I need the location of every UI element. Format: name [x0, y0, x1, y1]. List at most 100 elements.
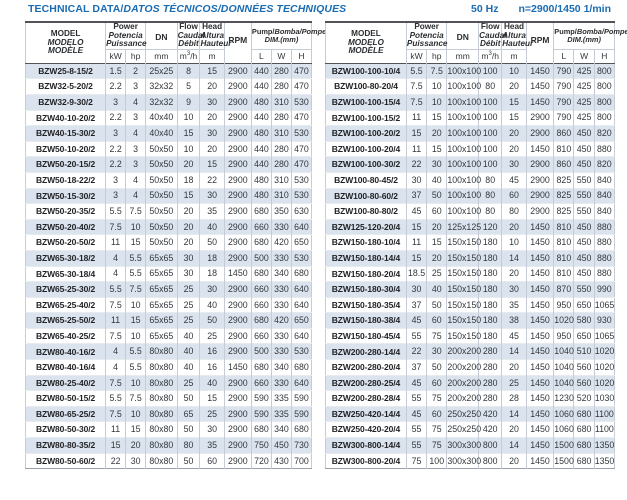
cell-kw: 5.5: [105, 203, 127, 220]
cell-flow: 25: [177, 312, 201, 329]
cell-dim-l: 825: [553, 171, 575, 189]
cell-head: 14: [501, 343, 527, 360]
cell-model: BZW100-100-20/2: [325, 125, 407, 142]
cell-head: 20: [501, 452, 527, 469]
cell-dim-l: 680: [251, 359, 272, 376]
cell-dim-w: 680: [573, 452, 595, 469]
cell-dim-l: 810: [553, 218, 575, 235]
cell-dim-w: 330: [271, 374, 292, 391]
cell-flow: 420: [478, 421, 503, 438]
cell-hp: 15: [426, 140, 448, 157]
cell-head: 15: [199, 156, 225, 173]
cell-dim-h: 530: [291, 125, 312, 142]
cell-rpm: 2900: [526, 156, 555, 173]
cell-model: BZW100-80-60/2: [325, 187, 407, 204]
cell-dim-w: 560: [573, 359, 595, 376]
cell-rpm: 2900: [224, 249, 252, 266]
cell-dim-h: 470: [291, 62, 312, 79]
cell-flow: 180: [478, 327, 503, 344]
cell-kw: 1.5: [105, 62, 127, 79]
cell-head: 30: [501, 156, 527, 173]
cell-dim-h: 880: [594, 249, 615, 266]
cell-kw: 7.5: [105, 405, 127, 422]
cell-head: 30: [199, 125, 225, 142]
cell-rpm: 2900: [224, 171, 252, 189]
cell-rpm: 2900: [526, 125, 555, 142]
cell-model: BZW80-25-40/2: [25, 374, 107, 391]
cell-hp: 40: [426, 281, 448, 298]
cell-rpm: 2900: [224, 405, 252, 422]
cell-rpm: 2900: [224, 203, 252, 220]
cell-head: 45: [501, 327, 527, 344]
table-row: BZW80-80-35/2 15 20 80x80 80 35 2900 750 450 730: [25, 437, 312, 454]
cell-dn: 150x150: [446, 265, 481, 282]
cell-dim-h: 1030: [594, 390, 615, 407]
cell-head: 25: [199, 327, 225, 344]
cell-dim-w: 650: [573, 296, 595, 313]
cell-dim-h: 820: [594, 156, 615, 173]
cell-flow: 20: [177, 203, 201, 220]
cell-flow: 30: [177, 249, 201, 266]
cell-rpm: 1450: [526, 405, 555, 422]
table-row: BZW80-50-30/2 11 15 80x80 50 30 2900 680 340 680: [25, 421, 312, 438]
cell-head: 10: [501, 62, 527, 79]
cell-hp: 30: [426, 156, 448, 173]
cell-dim-l: 500: [251, 249, 272, 266]
cell-dim-w: 280: [271, 109, 292, 126]
cell-model: BZW150-180-14/4: [325, 249, 407, 266]
cell-dn: 125x125: [446, 218, 481, 235]
cell-head: 80: [501, 203, 527, 220]
cell-rpm: 2900: [224, 374, 252, 391]
cell-head: 60: [501, 187, 527, 204]
cell-dim-w: 425: [573, 62, 595, 79]
cell-model: BZW65-40-25/2: [25, 327, 107, 344]
cell-head: 14: [501, 405, 527, 422]
cell-dn: 50x50: [145, 171, 178, 189]
table-row: BZW50-18-22/2 3 4 50x50 18 22 2900 480 310 530: [25, 171, 312, 189]
cell-dn: 100x100: [446, 62, 481, 79]
cell-rpm: 2900: [224, 437, 252, 454]
cell-rpm: 2900: [224, 343, 252, 360]
cell-dim-w: 330: [271, 327, 292, 344]
cell-model: BZW80-50-30/2: [25, 421, 107, 438]
cell-model: BZW65-30-18/2: [25, 249, 107, 266]
cell-dn: 100x100: [446, 125, 481, 142]
cell-hp: 15: [125, 234, 147, 251]
cell-dn: 65x65: [145, 265, 178, 282]
cell-kw: 3: [105, 171, 127, 189]
cell-dim-h: 470: [291, 109, 312, 126]
cell-rpm: 2900: [224, 187, 252, 204]
cell-model: BZW200-280-14/4: [325, 343, 407, 360]
cell-flow: 100: [478, 140, 503, 157]
cell-kw: 22: [105, 452, 127, 469]
cell-dim-l: 590: [251, 405, 272, 422]
cell-dim-w: 330: [271, 218, 292, 235]
cell-head: 28: [501, 390, 527, 407]
cell-dim-w: 330: [271, 281, 292, 298]
table-row: BZW50-20-50/2 11 15 50x50 20 50 2900 680 420 650: [25, 234, 312, 251]
cell-dim-w: 450: [573, 156, 595, 173]
cell-kw: 7.5: [105, 218, 127, 235]
table-row: BZW65-40-25/2 7.5 10 65x65 40 25 2900 660 330 640: [25, 327, 312, 344]
frequency-speed-line: 50 Hz n=2900/1450 1/min: [471, 3, 611, 15]
cell-dim-l: 1040: [553, 359, 575, 376]
cell-dim-l: 860: [553, 125, 575, 142]
cell-dn: 80x80: [145, 405, 178, 422]
cell-dim-h: 1100: [594, 405, 615, 422]
cell-flow: 20: [177, 234, 201, 251]
cell-model: BZW50-20-40/2: [25, 218, 107, 235]
cell-dim-w: 310: [271, 187, 292, 204]
cell-dim-l: 790: [553, 109, 575, 126]
cell-flow: 40: [177, 327, 201, 344]
cell-hp: 20: [426, 125, 448, 142]
cell-model: BZW200-280-20/4: [325, 359, 407, 376]
cell-dn: 65x65: [145, 327, 178, 344]
table-row: BZW100-80-20/4 7.5 10 100x100 80 20 1450 790 425…: [325, 78, 615, 95]
cell-dim-l: 440: [251, 156, 272, 173]
cell-rpm: 1450: [224, 359, 252, 376]
table-row: BZW150-180-14/4 15 20 150x150 180 14 1450 810 45…: [325, 249, 615, 266]
cell-head: 40: [199, 296, 225, 313]
cell-rpm: 1450: [526, 281, 555, 298]
cell-rpm: 1450: [526, 265, 555, 282]
cell-hp: 10: [426, 78, 448, 95]
